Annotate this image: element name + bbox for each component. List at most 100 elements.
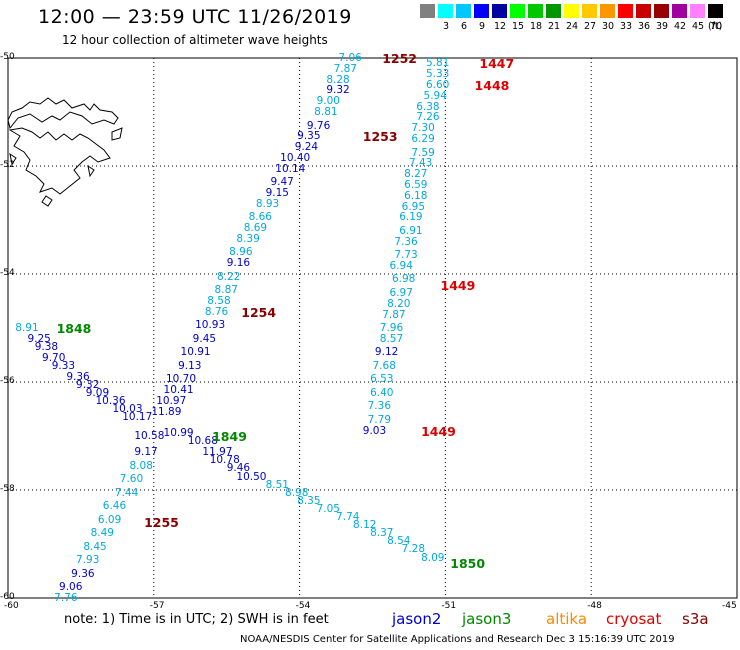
swh-value-label: 10.97 <box>156 394 187 407</box>
swh-value-label: 8.12 <box>353 519 377 532</box>
legend-label: 39 <box>655 21 669 32</box>
swh-value-label: 8.27 <box>404 168 428 181</box>
swh-value-label: 7.36 <box>394 235 418 248</box>
legend-label: 30 <box>601 21 615 32</box>
grid-lines <box>7 57 738 599</box>
swh-value-label: 7.87 <box>333 62 357 75</box>
time-label: 1254 <box>241 304 277 320</box>
swh-value-label: 7.26 <box>416 111 440 124</box>
swh-value-label: 9.33 <box>51 359 76 372</box>
swh-value-label: 7.68 <box>372 359 396 372</box>
swh-value-label: 10.03 <box>112 403 143 415</box>
lon-tick-label: -57 <box>149 601 165 611</box>
swh-value-label: 9.76 <box>306 119 331 132</box>
swh-value-label: 6.46 <box>102 500 127 513</box>
swh-value-label: 9.36 <box>71 567 95 580</box>
swh-value-label: 6.98 <box>391 273 416 286</box>
legend-label: 45 <box>691 21 705 32</box>
swh-value-label: 8.35 <box>297 494 321 507</box>
time-label: 1252 <box>382 51 418 66</box>
swh-value-label: 10.99 <box>163 427 194 440</box>
lat-tick-label: -50 <box>0 52 15 62</box>
swh-value-label: 7.73 <box>394 249 418 262</box>
swh-value-label: 7.96 <box>379 322 404 334</box>
swh-value-label: 8.45 <box>83 540 107 553</box>
legend-label: 27 <box>583 21 597 32</box>
swh-value-label: 9.13 <box>178 359 202 372</box>
swh-value-label: 10.17 <box>122 411 153 424</box>
swh-value-label: 7.44 <box>114 486 139 499</box>
swh-value-label: 7.36 <box>367 400 392 413</box>
legend-label: 12 <box>493 21 507 32</box>
lon-tick-label: -51 <box>441 601 457 611</box>
swh-value-label: 9.12 <box>374 346 399 359</box>
legend-swatch <box>474 4 490 18</box>
credit-line: NOAA/NESDIS Center for Satellite Applica… <box>240 634 675 645</box>
lon-tick-label: -45 <box>722 601 737 611</box>
legend-label: 6 <box>460 21 468 32</box>
swh-value-label: 10.40 <box>280 151 311 164</box>
swh-value-label: 6.59 <box>404 178 428 191</box>
falkland-coastline <box>7 97 123 207</box>
swh-value-label: 7.28 <box>401 543 426 556</box>
time-label: 1253 <box>362 129 398 145</box>
swh-value-label: 10.41 <box>163 384 194 397</box>
swh-value-label: 9.24 <box>294 141 319 154</box>
swh-value-label: 9.47 <box>270 176 294 189</box>
legend-label: 70 <box>709 21 723 32</box>
legend-unit: (ft) <box>708 21 723 32</box>
swh-value-label: 7.06 <box>338 52 362 64</box>
swh-value-label: 10.50 <box>236 470 267 483</box>
swh-value-label: 6.38 <box>416 100 440 113</box>
legend-swatch <box>690 4 706 18</box>
legend-swatch <box>636 4 652 18</box>
swh-value-label: 6.18 <box>404 189 428 202</box>
swh-value-label: 8.81 <box>314 106 338 118</box>
legend-swatch <box>600 4 616 18</box>
swh-value-label: 10.70 <box>165 373 196 386</box>
swh-value-label: 6.19 <box>399 211 423 224</box>
swh-value-label: 8.51 <box>265 478 289 491</box>
swh-value-label: 7.05 <box>316 502 340 515</box>
map-subtitle: 12 hour collection of altimeter wave hei… <box>62 33 328 47</box>
swh-value-label: 9.03 <box>362 424 387 437</box>
mission-jason2: jason2 <box>392 610 442 628</box>
swh-value-label: 7.87 <box>382 308 406 321</box>
swh-value-label: 9.09 <box>85 386 110 399</box>
time-label: 1850 <box>450 555 486 571</box>
swh-value-label: 10.14 <box>275 162 306 175</box>
legend-swatch <box>528 4 544 18</box>
swh-value-label: 8.28 <box>326 73 350 86</box>
legend-label: 18 <box>529 21 543 32</box>
swh-value-label: 9.00 <box>316 95 340 108</box>
time-label: 1449 <box>440 277 476 293</box>
swh-value-label: 8.58 <box>207 295 231 307</box>
swh-value-label: 7.59 <box>411 146 435 159</box>
swh-value-label: 8.66 <box>248 211 272 224</box>
swh-value-label: 6.29 <box>411 133 435 145</box>
mission-s3a: s3a <box>682 610 709 628</box>
swh-value-label: 9.70 <box>42 351 66 364</box>
swh-value-label: 8.22 <box>216 270 241 283</box>
lon-tick-label: -60 <box>4 601 19 611</box>
swh-value-label: 8.08 <box>129 459 153 472</box>
legend-swatch <box>420 4 436 18</box>
color-legend: 3 6 9 12 15 18 21 24 27 30 33 36 39 42 45 70 (ft) <box>420 4 730 34</box>
lat-tick-label: -56 <box>0 376 15 386</box>
swh-value-label: 6.60 <box>425 79 450 91</box>
mission-cryosat: cryosat <box>606 610 662 628</box>
swh-value-label: 8.37 <box>370 527 394 540</box>
time-label: 1447 <box>479 56 515 72</box>
swh-value-label: 6.40 <box>370 386 394 399</box>
swh-value-label: 8.93 <box>255 197 280 210</box>
swh-value-label: 9.15 <box>265 187 289 199</box>
swh-value-label: 8.39 <box>236 232 260 245</box>
lat-tick-label: -52 <box>0 160 15 170</box>
swh-value-label: 7.43 <box>408 157 433 170</box>
swh-value-label: 5.33 <box>425 68 450 81</box>
swh-value-label: 8.87 <box>214 284 238 297</box>
swh-value-label: 6.94 <box>389 259 413 272</box>
swh-value-label: 7.60 <box>119 473 144 486</box>
legend-swatch <box>582 4 598 18</box>
swh-value-label: 10.58 <box>134 430 165 442</box>
